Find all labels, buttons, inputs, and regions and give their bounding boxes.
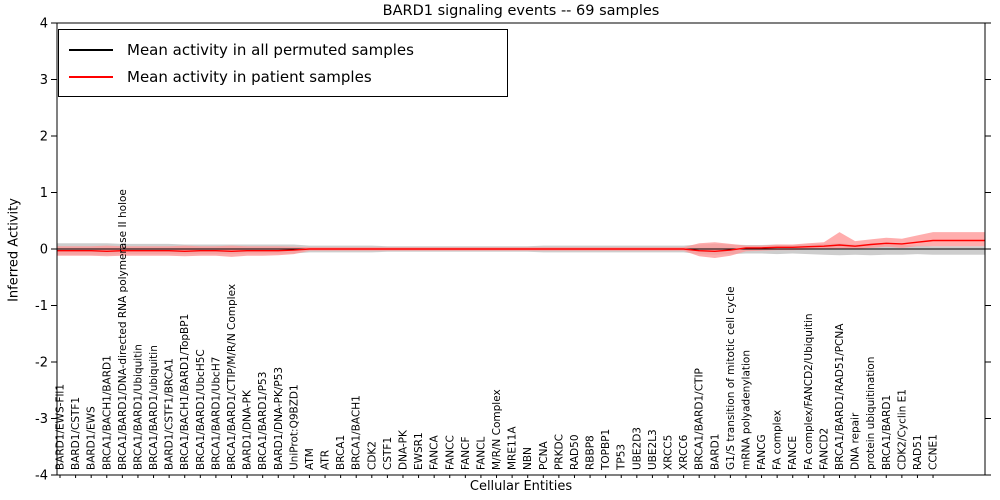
y-tick-label: 4 bbox=[40, 17, 48, 32]
x-category-label: FANCL bbox=[475, 437, 487, 470]
x-category-label: CDK2 bbox=[366, 441, 378, 470]
x-category-label: BRCA1/BARD1/DNA-directed RNA polymerase … bbox=[117, 189, 129, 470]
y-axis-label: Inferred Activity bbox=[6, 198, 22, 302]
x-category-label: XRCC6 bbox=[678, 434, 690, 470]
x-category-label: MRE11A bbox=[507, 426, 519, 470]
x-category-label: BARD1/CSTF1 bbox=[70, 397, 82, 470]
x-category-label: BARD1/DNA-PK bbox=[242, 389, 254, 470]
x-category-label: DNA-PK bbox=[398, 429, 410, 470]
x-category-label: TOPBP1 bbox=[600, 429, 612, 471]
legend-item-patient: Mean activity in patient samples bbox=[69, 63, 497, 90]
x-category-label: CDK2/Cyclin E1 bbox=[896, 389, 908, 470]
y-tick-label: 2 bbox=[40, 130, 48, 145]
x-category-label: PRKDC bbox=[553, 434, 565, 470]
x-category-label: BARD1/EWS bbox=[86, 406, 98, 470]
y-tick-label: -3 bbox=[35, 412, 48, 427]
x-category-label: DNA repair bbox=[850, 412, 862, 470]
x-category-label: FANCD2 bbox=[818, 428, 830, 470]
y-tick-label: -4 bbox=[35, 469, 48, 484]
x-category-label: BRCA1/BARD1/P53 bbox=[257, 372, 269, 470]
x-axis-label: Cellular Entities bbox=[469, 479, 573, 494]
x-category-label: BRCA1/BARD1/Ubiquitin bbox=[132, 344, 144, 470]
x-category-label: BRCA1/BARD1/UbcH7 bbox=[210, 357, 222, 470]
legend: Mean activity in all permuted samples Me… bbox=[58, 29, 508, 97]
legend-item-permuted: Mean activity in all permuted samples bbox=[69, 36, 497, 63]
x-category-label: EWSR1 bbox=[413, 432, 425, 470]
y-tick-label: -2 bbox=[35, 356, 48, 371]
x-category-label: BRCA1/BARD1/CTIP bbox=[694, 368, 706, 470]
x-category-label: RAD50 bbox=[569, 435, 581, 471]
x-category-label: BARD1/EWS-Fli1 bbox=[55, 384, 67, 470]
y-tick-label: -1 bbox=[35, 299, 48, 314]
x-category-label: mRNA polyadenylation bbox=[741, 350, 753, 470]
x-category-label: UniProt:Q9BZD1 bbox=[288, 384, 300, 470]
x-category-label: FANCC bbox=[444, 435, 456, 470]
x-category-label: RAD51 bbox=[912, 435, 924, 471]
x-category-label: XRCC5 bbox=[663, 435, 675, 470]
chart-title: BARD1 signaling events -- 69 samples bbox=[382, 3, 660, 19]
patient-line-swatch bbox=[69, 75, 113, 78]
x-category-label: ATM bbox=[304, 448, 316, 470]
x-category-label: FANCA bbox=[429, 435, 441, 470]
y-tick-label: 1 bbox=[40, 186, 48, 201]
x-category-label: BARD1/CSTF1/BRCA1 bbox=[164, 358, 176, 470]
x-category-label: BRCA1/BACH1 bbox=[351, 395, 363, 470]
x-category-label: protein ubiquitination bbox=[865, 357, 877, 470]
x-category-label: TP53 bbox=[616, 444, 628, 471]
x-category-label: RBBP8 bbox=[585, 435, 597, 470]
x-category-label: CCNE1 bbox=[928, 434, 940, 470]
legend-label-permuted: Mean activity in all permuted samples bbox=[127, 40, 414, 59]
x-category-label: BRCA1/BARD1 bbox=[881, 395, 893, 470]
x-category-label: BRCA1/BARD1/CTIP/M/R/N Complex bbox=[226, 284, 238, 470]
legend-label-patient: Mean activity in patient samples bbox=[127, 67, 372, 86]
patient-line bbox=[57, 239, 985, 253]
patient-band bbox=[57, 232, 985, 258]
x-category-label: FA complex bbox=[772, 410, 784, 470]
x-category-label: BRCA1/BARD1/RAD51/PCNA bbox=[834, 323, 846, 470]
y-tick-label: 0 bbox=[40, 243, 48, 258]
x-category-label: BRCA1/BARD1/ubiquitin bbox=[148, 345, 160, 470]
x-category-label: BRCA1/BACH1/BARD1/TopBP1 bbox=[179, 314, 191, 470]
x-category-label: UBE2D3 bbox=[631, 427, 643, 470]
x-category-label: BRCA1 bbox=[335, 435, 347, 470]
x-category-label: ATR bbox=[320, 450, 332, 470]
x-category-label: PCNA bbox=[538, 440, 550, 470]
x-category-label: CSTF1 bbox=[382, 437, 394, 470]
x-category-label: M/R/N Complex bbox=[491, 389, 503, 470]
x-category-label: NBN bbox=[522, 447, 534, 470]
x-category-label: FANCG bbox=[756, 434, 768, 470]
x-category-label: G1/S transition of mitotic cell cycle bbox=[725, 286, 737, 470]
x-category-label: BARD1/DNA-PK/P53 bbox=[273, 367, 285, 470]
x-category-label: BRCA1/BARD1/UbcH5C bbox=[195, 349, 207, 470]
x-category-label: UBE2L3 bbox=[647, 429, 659, 470]
x-category-label: BRCA1/BACH1/BARD1 bbox=[101, 355, 113, 470]
permuted-line-swatch bbox=[69, 48, 113, 51]
x-category-label: FANCE bbox=[787, 436, 799, 470]
x-category-label: BARD1 bbox=[709, 434, 721, 470]
y-tick-label: 3 bbox=[40, 73, 48, 88]
x-category-label: FA complex/FANCD2/Ubiquitin bbox=[803, 313, 815, 470]
x-category-label: FANCF bbox=[460, 437, 472, 470]
